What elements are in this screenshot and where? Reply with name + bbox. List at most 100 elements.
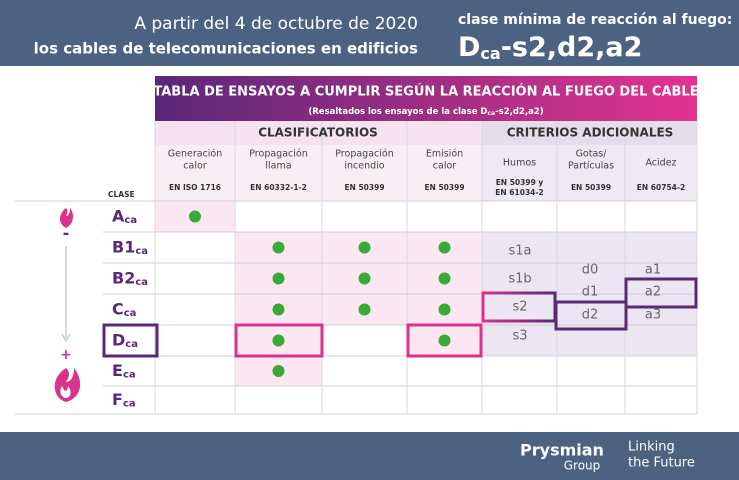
class-label-part: E [112,361,123,380]
test-dot [438,334,451,347]
class-label: B1ca [112,237,148,257]
subject-line: los cables de telecomunicaciones en edif… [34,40,418,58]
subtitle-part: (Resaltados los ensayos de la clase D [308,107,487,117]
flame-inner [60,386,71,398]
table-title: TABLA DE ENSAYOS A CUMPLIR SEGÚN LA REAC… [153,84,698,100]
min-class-part: D [458,32,480,63]
test-dot [272,241,285,254]
criteria-value: s3 [512,329,527,344]
test-dot [272,334,285,347]
highlight-box [406,323,483,358]
grid [15,121,698,415]
test-dot [272,272,285,285]
header-band [0,0,739,66]
criteria-value: s1b [508,272,531,287]
date-line: A partir del 4 de octubre de 2020 [134,14,418,34]
min-class-part: -s2,d2,a2 [501,32,643,63]
column-label: calor [183,161,206,172]
test-dot [438,272,451,285]
column-label: Humos [503,158,536,169]
criteria-value: s2 [512,300,527,315]
class-label-part: A [112,206,125,225]
test-dot [272,365,285,377]
criteria-value: d1 [582,285,599,300]
cells [155,201,482,386]
class-label: Cca [112,299,136,319]
subscript: ca [123,399,136,410]
subscript: ca [125,339,138,350]
test-dot [438,303,451,316]
min-class: Dca-s2,d2,a2 [458,32,642,63]
column-header-bg [155,145,482,201]
standard: EN 50399 y [496,178,544,187]
criteria-value: a1 [645,263,661,278]
highlight-box [234,323,324,358]
criteria-value: a2 [645,285,661,300]
subscript: ca [123,370,136,381]
class-label: Dca [112,330,138,350]
subscript: ca [480,43,500,62]
scale-arrow [61,333,71,343]
column-label: Propagación [249,149,307,160]
subscript: ca [488,110,496,117]
standard: EN 50399 [344,183,384,192]
content: A partir del 4 de octubre de 2020 los cab… [34,12,733,473]
highlight-box [624,277,698,309]
criteria-value: s1a [508,244,531,259]
test-dot [189,210,201,223]
scale-sign: - [63,224,70,243]
column-label: calor [433,161,456,172]
class-label: Eca [112,361,136,381]
group-label: CLASIFICATORIOS [258,126,378,140]
class-label-part: C [112,299,124,318]
scale-icons [54,208,81,402]
test-dot [438,241,451,254]
class-label-part: B1 [112,237,135,256]
test-dot [272,303,285,316]
criteria-value: d0 [582,263,599,278]
flame-small [60,208,74,228]
standard: EN 50399 [424,183,464,192]
group-bg [155,121,482,145]
class-label-part: D [112,330,125,349]
class-label-part: F [112,390,123,409]
tagline: the Future [628,456,695,471]
column-label: Gotas/ [576,149,608,160]
highlight-box [102,323,159,358]
class-header: CLASE [108,190,135,199]
subscript: ca [135,277,148,288]
class-label: Aca [112,206,137,226]
test-dot [358,272,371,285]
group-label: CRITERIOS ADICIONALES [507,126,674,140]
column-label: Generación [168,149,223,160]
column-label: Acidez [645,158,676,169]
column-label: Emisión [426,149,463,160]
criteria-value: d2 [582,308,599,323]
standard: EN ISO 1716 [169,183,221,192]
column-label: Propagación [335,149,393,160]
footer-band [0,432,739,480]
subscript: ca [124,215,137,226]
column-label: Partículas [568,161,614,172]
column-header-bg [482,145,697,201]
table-subtitle: (Resaltados los ensayos de la clase Dca-… [308,107,543,117]
class-label: B2ca [112,268,148,288]
standard: EN 61034-2 [495,188,543,197]
scale-sign: + [60,347,72,363]
column-label: incendio [344,161,384,172]
class-label: Fca [112,390,136,410]
highlight-box [554,300,628,331]
test-dot [358,303,371,316]
brand: Prysmian [520,441,604,460]
min-class-label: clase mínima de reacción al fuego: [458,12,732,28]
class-label-part: B2 [112,268,135,287]
test-dot [358,241,371,254]
criteria-value: a3 [645,308,661,323]
tagline: Linking [628,440,675,455]
standard: EN 50399 [571,183,611,192]
standard: EN 60754-2 [637,183,685,192]
brand-sub: Group [564,459,601,473]
group-bg [482,121,697,145]
